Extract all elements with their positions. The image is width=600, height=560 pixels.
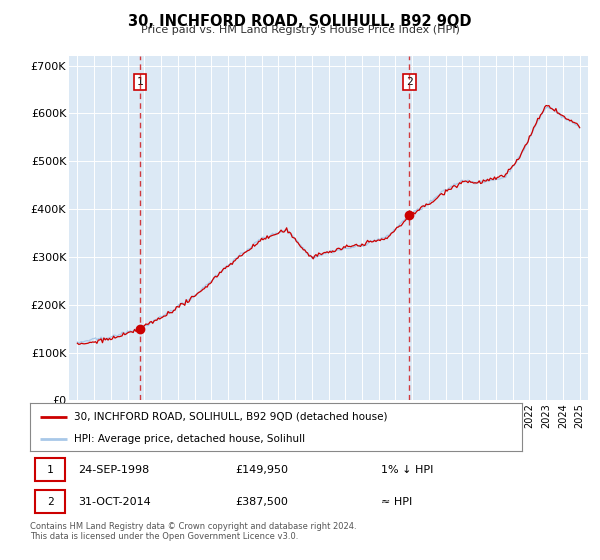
Text: Contains HM Land Registry data © Crown copyright and database right 2024.
This d: Contains HM Land Registry data © Crown c… [30,522,356,542]
Text: 1: 1 [47,465,53,475]
Text: Price paid vs. HM Land Registry's House Price Index (HPI): Price paid vs. HM Land Registry's House … [140,25,460,35]
Text: £149,950: £149,950 [235,465,288,475]
Text: £387,500: £387,500 [235,497,288,507]
Text: 31-OCT-2014: 31-OCT-2014 [79,497,151,507]
Text: 2: 2 [47,497,53,507]
Text: HPI: Average price, detached house, Solihull: HPI: Average price, detached house, Soli… [74,434,305,444]
Text: 30, INCHFORD ROAD, SOLIHULL, B92 9QD (detached house): 30, INCHFORD ROAD, SOLIHULL, B92 9QD (de… [74,412,388,422]
Text: 30, INCHFORD ROAD, SOLIHULL, B92 9QD: 30, INCHFORD ROAD, SOLIHULL, B92 9QD [128,14,472,29]
Text: ≈ HPI: ≈ HPI [381,497,412,507]
Text: 1: 1 [136,77,143,87]
Text: 1% ↓ HPI: 1% ↓ HPI [381,465,433,475]
FancyBboxPatch shape [35,491,65,514]
Text: 24-SEP-1998: 24-SEP-1998 [79,465,150,475]
FancyBboxPatch shape [35,458,65,481]
Text: 2: 2 [406,77,413,87]
